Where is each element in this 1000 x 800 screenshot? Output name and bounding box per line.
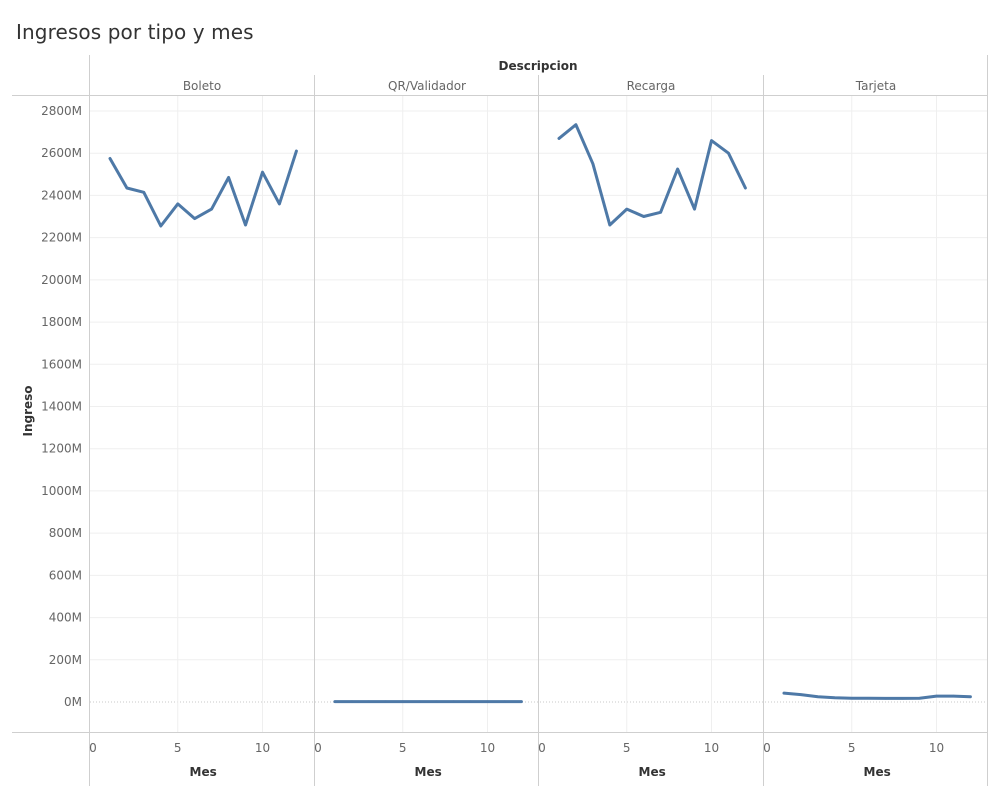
data-point [435, 700, 438, 703]
data-point [350, 700, 354, 703]
data-point [625, 207, 628, 211]
data-point [125, 186, 129, 190]
y-tick-label: 1400M [41, 400, 82, 414]
data-point [833, 696, 836, 699]
y-tick-label: 2400M [41, 188, 82, 202]
y-tick-label: 800M [49, 526, 82, 540]
data-point [608, 223, 611, 227]
series-line-boleto [108, 149, 298, 228]
y-tick-label: 1800M [41, 315, 82, 329]
data-point [557, 137, 561, 140]
x-tick-label: 5 [174, 741, 182, 755]
x-tick-label: 10 [255, 741, 270, 755]
data-point [244, 223, 247, 227]
data-point [591, 162, 595, 165]
x-tick-label: 0 [314, 741, 322, 755]
data-point [367, 700, 371, 703]
data-point [452, 700, 455, 703]
x-axis-label: Mes [190, 765, 217, 779]
text-layer: Descripcion Ingreso 2800M 2600M 2400M 2200M… [21, 59, 944, 779]
x-tick-label: 10 [704, 741, 719, 755]
data-point [295, 149, 298, 153]
y-tick-label: 2600M [41, 146, 82, 160]
data-point [503, 700, 506, 703]
x-tick-label: 5 [623, 741, 631, 755]
data-point [210, 207, 213, 211]
x-axis-label: Mes [639, 765, 666, 779]
data-point [193, 217, 196, 220]
series-layer [108, 123, 972, 704]
y-tick-label: 1600M [41, 357, 82, 371]
y-tick-label: 0M [64, 695, 82, 709]
data-point [520, 700, 523, 703]
data-point [935, 694, 938, 698]
data-point [710, 139, 713, 142]
data-point [901, 697, 904, 700]
data-point [693, 207, 696, 211]
y-tick-label: 200M [49, 653, 82, 667]
data-point [816, 695, 820, 698]
data-point [469, 700, 472, 703]
x-tick-label: 0 [763, 741, 771, 755]
data-point [142, 191, 146, 194]
data-point [227, 176, 230, 179]
facet-label: Tarjeta [855, 79, 896, 93]
x-tick-label: 10 [929, 741, 944, 755]
y-axis-label: Ingreso [21, 385, 35, 436]
data-point [418, 700, 421, 703]
data-point [108, 157, 112, 160]
x-tick-label: 0 [538, 741, 546, 755]
series-line-recarga [557, 123, 747, 227]
facet-header-label: Descripcion [499, 59, 578, 73]
data-point [486, 700, 489, 703]
x-axis-label: Mes [864, 765, 891, 779]
x-axis-label: Mes [415, 765, 442, 779]
series-line-tarjeta [782, 691, 972, 700]
chart-title: Ingresos por tipo y mes [16, 20, 254, 44]
data-point [884, 697, 887, 700]
y-tick-label: 2800M [41, 104, 82, 118]
frame-layer [12, 55, 988, 786]
data-point [159, 224, 162, 228]
data-point [278, 202, 281, 206]
y-tick-label: 2200M [41, 231, 82, 245]
y-tick-label: 400M [49, 611, 82, 625]
data-point [867, 697, 870, 700]
data-point [850, 697, 853, 700]
data-point [176, 202, 179, 206]
x-tick-label: 5 [399, 741, 407, 755]
x-tick-label: 10 [480, 741, 495, 755]
data-point [642, 215, 645, 218]
data-point [918, 697, 921, 700]
data-point [782, 691, 786, 695]
data-point [574, 123, 578, 126]
y-tick-label: 1000M [41, 484, 82, 498]
facet-label: QR/Validador [388, 79, 466, 93]
data-point [384, 700, 387, 703]
data-point [952, 694, 955, 698]
data-point [727, 152, 730, 155]
data-point [261, 171, 264, 174]
y-tick-label: 1200M [41, 442, 82, 456]
data-point [659, 211, 662, 214]
facet-label: Boleto [183, 79, 221, 93]
data-point [401, 700, 404, 703]
x-tick-label: 5 [848, 741, 856, 755]
data-point [676, 167, 679, 171]
data-point [333, 700, 337, 703]
data-point [744, 186, 747, 190]
y-tick-label: 600M [49, 568, 82, 582]
x-tick-label: 0 [89, 741, 97, 755]
data-point [969, 695, 972, 698]
facet-label: Recarga [627, 79, 676, 93]
y-tick-label: 2000M [41, 273, 82, 287]
data-point [799, 693, 803, 696]
